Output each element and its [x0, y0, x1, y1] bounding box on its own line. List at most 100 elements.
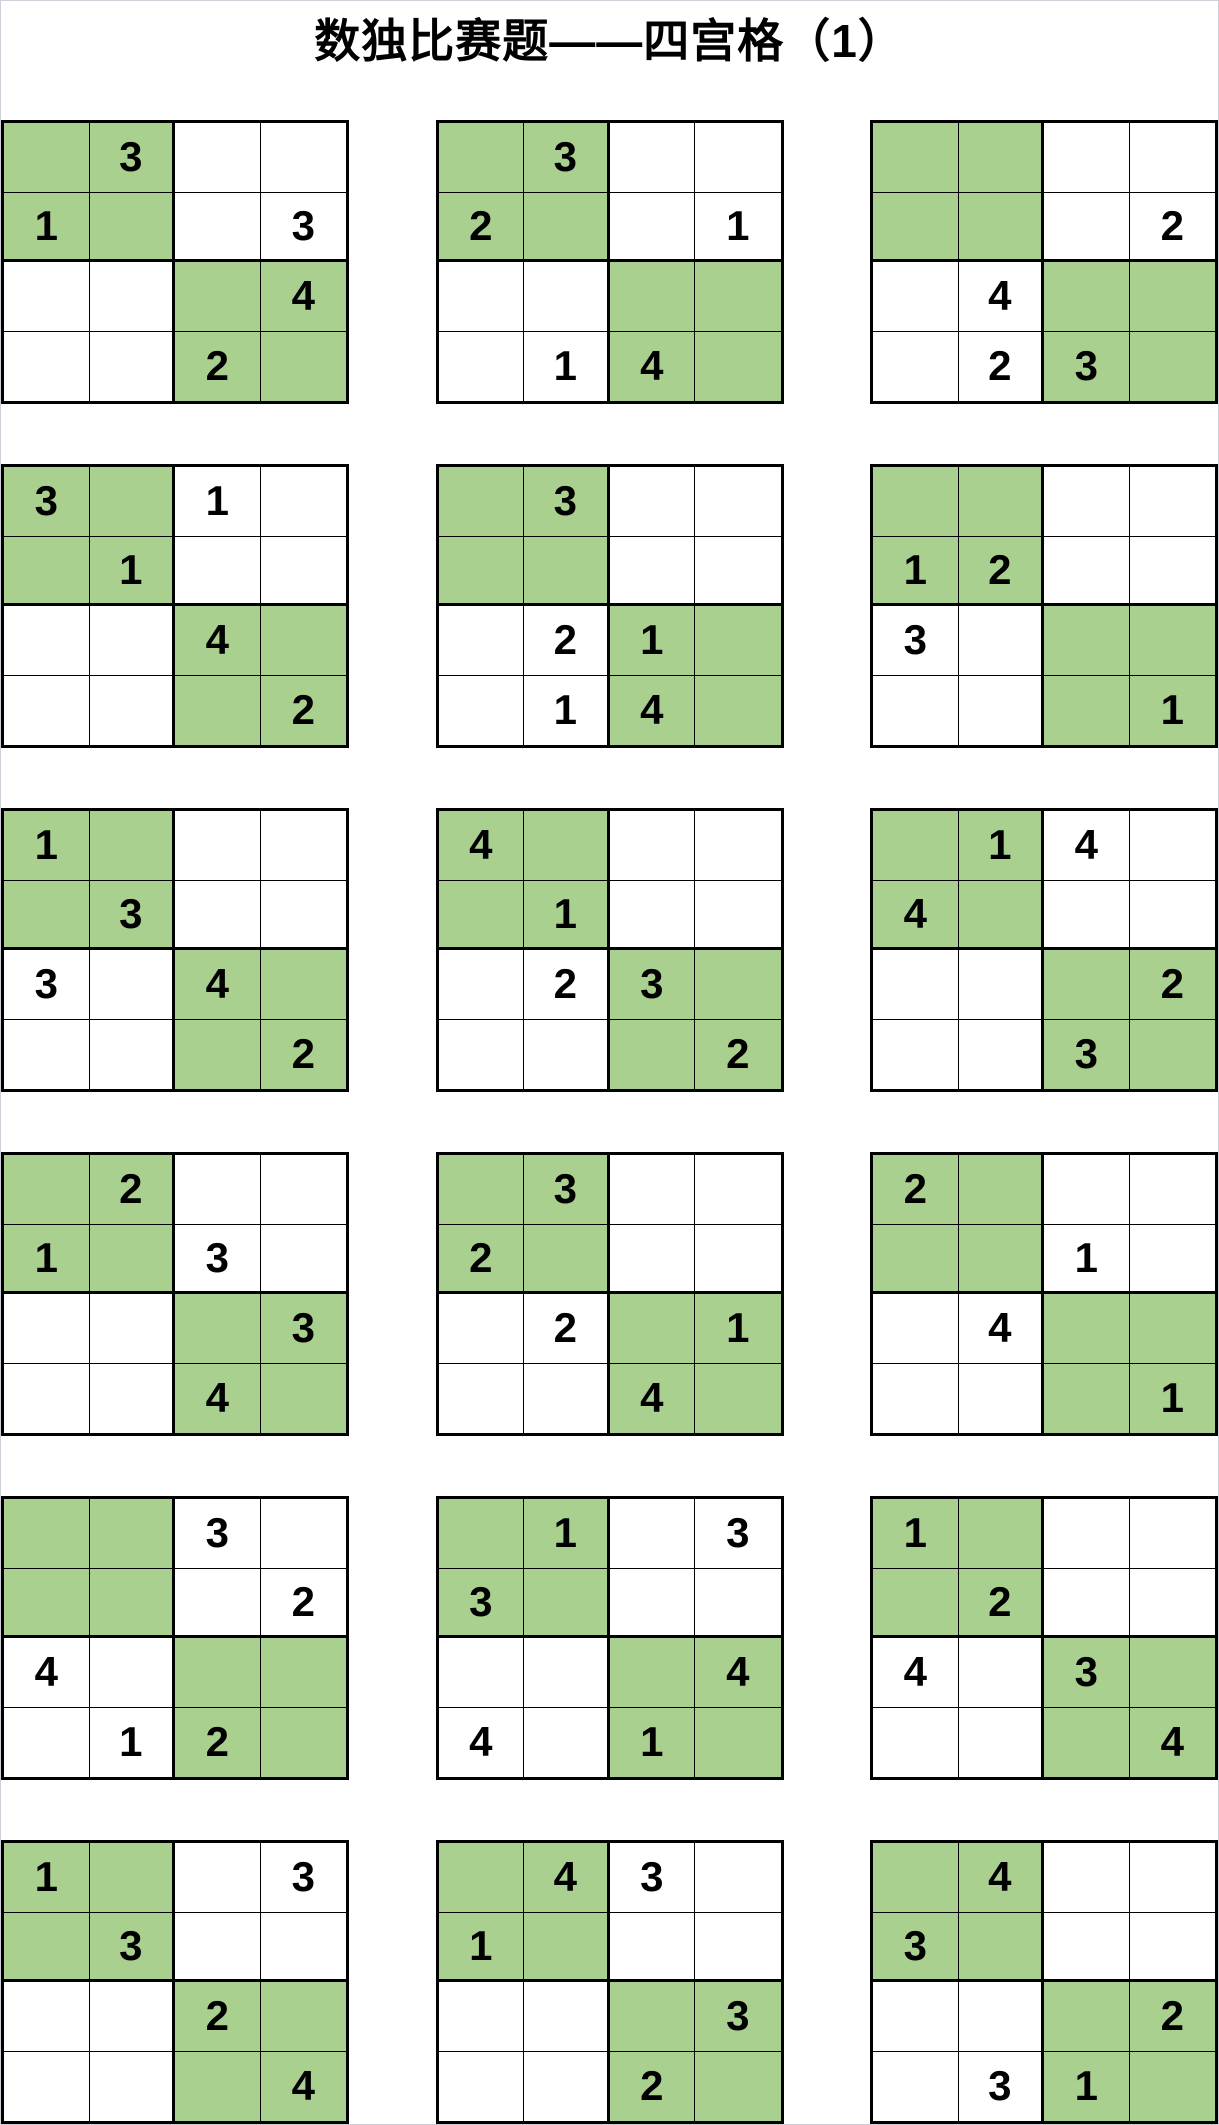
sudoku-cell: 1 — [873, 536, 959, 606]
sudoku-cell — [524, 2051, 610, 2121]
sudoku-cell — [609, 192, 695, 262]
sudoku-cell: 3 — [873, 606, 959, 676]
sudoku-cell: 3 — [524, 1155, 610, 1225]
sudoku-cell — [959, 675, 1044, 745]
sudoku-cell — [1044, 606, 1130, 676]
sudoku-cell: 2 — [175, 1707, 261, 1777]
sudoku-cell — [695, 1363, 781, 1433]
cell-number: 3 — [1074, 1648, 1098, 1696]
sudoku-cell: 3 — [89, 880, 175, 950]
cell-number: 3 — [205, 1509, 229, 1557]
cell-number: 2 — [205, 1718, 229, 1766]
sudoku-cell — [1129, 1294, 1215, 1364]
sudoku-cell — [1044, 880, 1130, 950]
sudoku-cell — [1044, 1707, 1130, 1777]
sudoku-cell — [4, 1568, 90, 1638]
cell-number: 2 — [1160, 201, 1184, 249]
sudoku-cell — [609, 467, 695, 537]
sudoku-cell: 1 — [4, 192, 90, 262]
cell-number: 3 — [726, 1992, 750, 2040]
sudoku-cell — [1044, 1568, 1130, 1638]
sudoku-cell — [438, 1294, 524, 1364]
sudoku-cell — [609, 536, 695, 606]
cell-number: 1 — [553, 889, 577, 937]
sudoku-cell — [873, 467, 959, 537]
sudoku-cell: 3 — [89, 123, 175, 193]
sudoku-cell: 1 — [4, 1224, 90, 1294]
sudoku-cell: 3 — [695, 1982, 781, 2052]
sudoku-cell: 1 — [524, 675, 610, 745]
sudoku-cell — [1044, 192, 1130, 262]
sudoku-cell: 3 — [609, 1843, 695, 1913]
sudoku-cell — [958, 192, 1044, 262]
sudoku-cell — [438, 536, 524, 606]
cell-number: 3 — [903, 1921, 927, 1969]
sudoku-cell: 4 — [260, 2051, 346, 2121]
sudoku-cell — [873, 811, 959, 881]
sudoku-cell — [260, 1363, 346, 1433]
sudoku-cell — [873, 1294, 959, 1364]
sudoku-cell: 3 — [4, 467, 90, 537]
cell-number: 3 — [1074, 342, 1098, 390]
sudoku-cell — [175, 1019, 261, 1089]
sudoku-cell — [438, 1982, 524, 2052]
sudoku-cell: 1 — [524, 331, 610, 401]
cell-number: 3 — [553, 1165, 577, 1213]
sudoku-cell — [609, 811, 695, 881]
cell-number: 1 — [34, 1853, 58, 1901]
sudoku-cell — [89, 811, 175, 881]
cell-number: 1 — [640, 616, 664, 664]
sudoku-cell: 2 — [175, 1982, 261, 2052]
sudoku-cell — [89, 1224, 175, 1294]
sudoku-cell: 3 — [89, 1912, 175, 1982]
cell-number: 3 — [988, 2062, 1012, 2110]
sudoku-cell — [4, 1155, 90, 1225]
sudoku-cell — [873, 331, 959, 401]
cell-number: 2 — [726, 1030, 750, 1078]
sudoku-cell — [260, 606, 346, 676]
cell-number: 4 — [291, 2062, 315, 2110]
sudoku-cell — [90, 331, 175, 401]
sudoku-puzzle-18: 4 3 2 3 1 — [870, 1840, 1218, 2124]
sudoku-cell — [1044, 675, 1130, 745]
sudoku-cell — [873, 1568, 959, 1638]
sudoku-cell: 4 — [175, 606, 261, 676]
sudoku-cell — [524, 1638, 610, 1708]
sudoku-cell — [958, 467, 1044, 537]
sudoku-cell — [958, 123, 1044, 193]
sudoku-cell — [175, 811, 261, 881]
sudoku-cell — [438, 950, 524, 1020]
cell-number: 2 — [988, 545, 1012, 593]
sudoku-cell — [959, 1707, 1044, 1777]
sudoku-cell — [958, 950, 1044, 1020]
sudoku-cell: 4 — [175, 950, 261, 1020]
sudoku-cell — [1129, 1225, 1215, 1294]
sudoku-cell — [1129, 123, 1215, 193]
sudoku-cell — [260, 811, 346, 881]
cell-number: 2 — [553, 616, 577, 664]
sudoku-cell — [89, 1982, 175, 2052]
cell-number: 2 — [1160, 960, 1184, 1008]
cell-number: 2 — [469, 1233, 493, 1281]
sudoku-cell: 4 — [439, 1707, 524, 1777]
sudoku-cell: 4 — [609, 1363, 695, 1433]
cell-number: 1 — [988, 821, 1012, 869]
cell-number: 3 — [640, 1853, 664, 1901]
sudoku-cell: 2 — [873, 1155, 959, 1225]
sudoku-cell — [695, 1913, 781, 1982]
sudoku-cell — [609, 1019, 695, 1089]
sudoku-cell — [89, 262, 175, 332]
sudoku-cell — [958, 1155, 1044, 1225]
cell-number: 2 — [119, 1165, 143, 1213]
cell-number: 1 — [469, 1921, 493, 1969]
sudoku-cell — [609, 1155, 695, 1225]
cell-number: 1 — [1160, 686, 1184, 734]
sudoku-cell: 1 — [438, 1912, 524, 1982]
cell-number: 4 — [988, 1853, 1012, 1901]
sudoku-cell — [695, 881, 781, 950]
sudoku-cell — [260, 123, 346, 193]
sudoku-puzzle-2: 3 2 1 1 4 — [435, 120, 784, 404]
sudoku-cell — [260, 467, 346, 537]
sudoku-cell — [695, 1225, 781, 1294]
